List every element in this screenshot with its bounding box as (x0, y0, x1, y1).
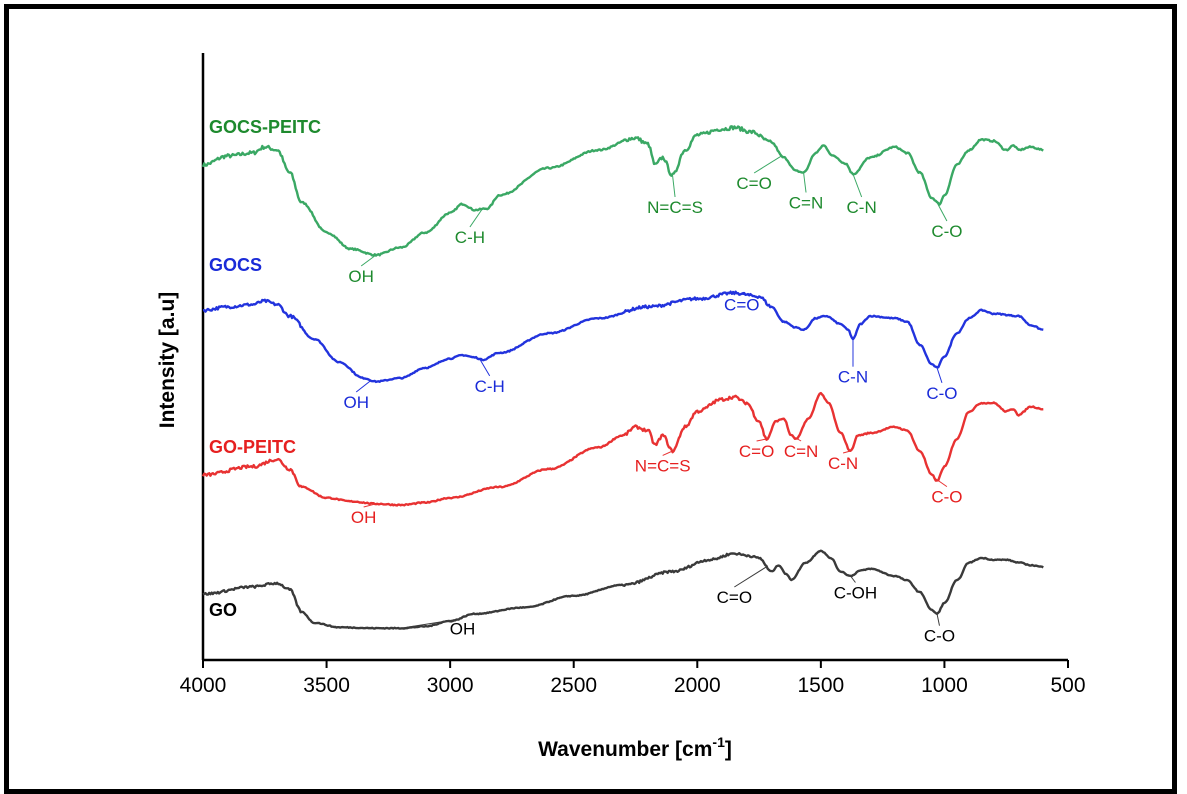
annotation-label-go-1: C=O (717, 588, 752, 607)
annotation-label-go-2: C-OH (834, 584, 877, 603)
annotation-leader-gocs-1 (479, 358, 491, 377)
annotation-label-go-3: C-O (924, 627, 955, 646)
x-tick-label-4000: 4000 (180, 674, 227, 697)
series-layer: GOCS-PEITC OH C-H N=C=S C=O C=N C-N C-O GOCS OH C-… (201, 117, 1044, 646)
annotation-label-gocs-2: C=O (724, 295, 759, 314)
annotation-label-gocs-0: OH (343, 393, 369, 412)
annotation-leader-go-1 (734, 566, 767, 588)
annotation-label-gocs-peitc-0: OH (348, 267, 374, 286)
annotation-leader-gocs-peitc-5 (852, 173, 863, 198)
series-line-gocs (202, 290, 1044, 384)
annotation-label-go-0: OH (450, 620, 476, 639)
annotation-label-go-peitc-5: C-O (931, 488, 962, 507)
annotation-label-gocs-peitc-1: C-H (455, 228, 485, 247)
annotation-leader-go-3 (936, 613, 940, 626)
annotation-leader-go-peitc-3 (790, 434, 802, 442)
axes (201, 53, 1068, 662)
annotation-leader-gocs-4 (936, 367, 943, 383)
annotation-label-go-peitc-1: N=C=S (635, 456, 691, 475)
annotation-label-gocs-peitc-3: C=O (736, 174, 771, 193)
annotation-leader-gocs-peitc-1 (469, 208, 483, 228)
x-tick-label-2500: 2500 (550, 674, 597, 697)
series-label-go: GO (209, 600, 237, 620)
y-axis-title: Intensity [a.u] (156, 292, 179, 429)
series-gocs-peitc: GOCS-PEITC OH C-H N=C=S C=O C=N C-N C-O (201, 117, 1044, 286)
series-line-go (202, 549, 1044, 630)
annotation-leader-go-peitc-2 (756, 438, 767, 442)
annotation-label-gocs-peitc-6: C-O (931, 222, 962, 241)
annotation-label-gocs-1: C-H (475, 377, 505, 396)
annotation-label-gocs-4: C-O (926, 384, 957, 403)
annotation-leader-gocs-peitc-4 (803, 172, 807, 193)
annotation-leader-go-peitc-0 (363, 503, 377, 508)
annotation-leader-gocs-2 (741, 293, 757, 297)
annotation-label-go-peitc-2: C=O (739, 442, 774, 461)
x-tick-label-500: 500 (1050, 674, 1085, 697)
x-tick-label-1500: 1500 (797, 674, 844, 697)
x-tick-label-1000: 1000 (921, 674, 968, 697)
annotation-leader-gocs-peitc-0 (360, 254, 377, 267)
annotation-leader-go-2 (850, 575, 856, 583)
annotation-label-go-peitc-3: C=N (784, 442, 818, 461)
series-line-go-peitc (201, 391, 1044, 507)
series-label-go-peitc: GO-PEITC (209, 437, 296, 457)
x-axis-title: Wavenumber [cm-1] (538, 734, 732, 761)
series-go-peitc: GO-PEITC OH N=C=S C=O C=N C-N C-O (201, 391, 1044, 527)
annotation-label-gocs-peitc-4: C=N (789, 194, 823, 213)
series-gocs: GOCS OH C-H C=O C-N C-O (202, 255, 1044, 412)
x-ticks: 4000 3500 3000 2500 2000 1500 1000 500 (180, 660, 1086, 697)
annotation-label-gocs-peitc-5: C-N (847, 198, 877, 217)
annotation-leader-gocs-0 (355, 379, 372, 393)
annotation-leader-go-peitc-1 (662, 450, 673, 456)
annotation-label-go-peitc-0: OH (351, 508, 377, 527)
x-tick-label-2000: 2000 (674, 674, 721, 697)
x-tick-label-3000: 3000 (427, 674, 474, 697)
annotation-leader-gocs-peitc-6 (936, 202, 948, 222)
annotation-leader-gocs-peitc-2 (672, 175, 676, 198)
annotation-leader-go-peitc-5 (934, 477, 948, 488)
series-go: GO OH C=O C-OH C-O (202, 549, 1044, 646)
annotation-label-gocs-3: C-N (838, 368, 868, 387)
series-label-gocs-peitc: GOCS-PEITC (209, 117, 321, 137)
annotation-leader-gocs-peitc-3 (753, 155, 782, 174)
x-tick-label-3500: 3500 (303, 674, 350, 697)
annotation-leader-go-peitc-4 (842, 450, 851, 454)
annotation-label-go-peitc-4: C-N (828, 454, 858, 473)
annotation-leader-go-0 (400, 618, 463, 629)
annotation-label-gocs-peitc-2: N=C=S (647, 198, 703, 217)
figure-frame (4, 4, 1177, 794)
series-label-gocs: GOCS (209, 255, 262, 275)
series-line-gocs-peitc (201, 125, 1044, 257)
